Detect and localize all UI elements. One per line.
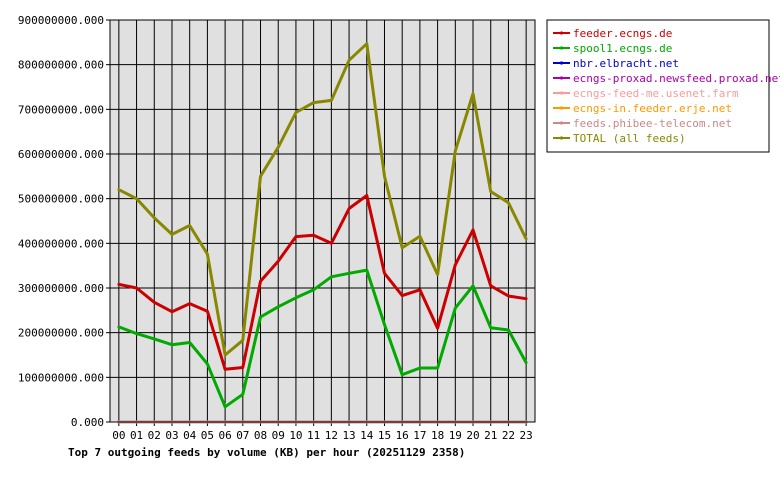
x-tick-label: 14 [360,429,374,442]
x-tick-label: 22 [502,429,515,442]
legend-marker-0 [559,31,564,35]
x-tick-label: 11 [307,429,320,442]
legend-label-4: ecngs-feed-me.usenet.farm [573,87,739,100]
x-tick-label: 21 [484,429,497,442]
grid [110,19,535,423]
legend: feeder.ecngs.de spool1.ecngs.de nbr.elbrac… [546,19,780,153]
legend-label-6: feeds.phibee-telecom.net [573,117,732,130]
y-tick-label: 800000000.000 [18,59,104,72]
legend-label-5: ecngs-in.feeder.erje.net [573,102,732,115]
legend-marker-4 [559,91,564,95]
legend-marker-6 [559,121,564,125]
legend-marker-3 [559,76,564,80]
x-tick-label: 05 [201,429,214,442]
x-tick-label: 15 [378,429,391,442]
y-tick-label: 100000000.000 [18,371,104,384]
legend-box [546,19,770,153]
plot-area [110,20,535,422]
x-tick-label: 18 [431,429,444,442]
x-tick-label: 01 [130,429,143,442]
x-tick-label: 12 [325,429,338,442]
legend-label-1: spool1.ecngs.de [573,42,672,55]
legend-marker-1 [559,46,564,50]
y-tick-label: 500000000.000 [18,193,104,206]
y-tick-label: 400000000.000 [18,237,104,250]
legend-marker-2 [559,61,564,65]
series-line-7 [117,42,528,357]
x-tick-label: 02 [148,429,161,442]
y-axis: 0.000 100000000.000 200000000.000 300000000… [18,14,110,429]
series-line-0 [117,194,528,371]
x-tick-label: 08 [254,429,267,442]
x-tick-label: 17 [413,429,426,442]
legend-marker-7 [559,136,564,140]
x-tick-label: 06 [218,429,231,442]
legend-label-3: ecngs-proxad.newsfeed.proxad.net [573,72,780,85]
x-tick-label: 03 [165,429,178,442]
chart-title: Top 7 outgoing feeds by volume (KB) per … [68,446,465,459]
x-tick-label: 07 [236,429,249,442]
y-tick-label: 700000000.000 [18,103,104,116]
plot-frame [109,19,536,423]
legend-label-0: feeder.ecngs.de [573,27,672,40]
y-tick-label: 200000000.000 [18,327,104,340]
y-tick-label: 0.000 [71,416,104,429]
x-tick-label: 20 [466,429,479,442]
y-tick-label: 300000000.000 [18,282,104,295]
x-tick-label: 04 [183,429,197,442]
y-tick-label: 600000000.000 [18,148,104,161]
x-tick-label: 10 [289,429,302,442]
legend-label-2: nbr.elbracht.net [573,57,679,70]
x-axis: 00 01 02 03 04 05 06 07 08 09 10 11 12 13 14 15 16 17 18 19… [112,422,533,442]
x-tick-label: 00 [112,429,125,442]
x-tick-label: 13 [342,429,355,442]
y-tick-label: 900000000.000 [18,14,104,27]
x-tick-label: 23 [520,429,533,442]
x-tick-label: 16 [396,429,409,442]
legend-marker-5 [559,106,564,110]
series-line-1 [117,268,528,409]
legend-label-7: TOTAL (all feeds) [573,132,686,145]
x-tick-label: 09 [272,429,285,442]
x-tick-label: 19 [449,429,462,442]
